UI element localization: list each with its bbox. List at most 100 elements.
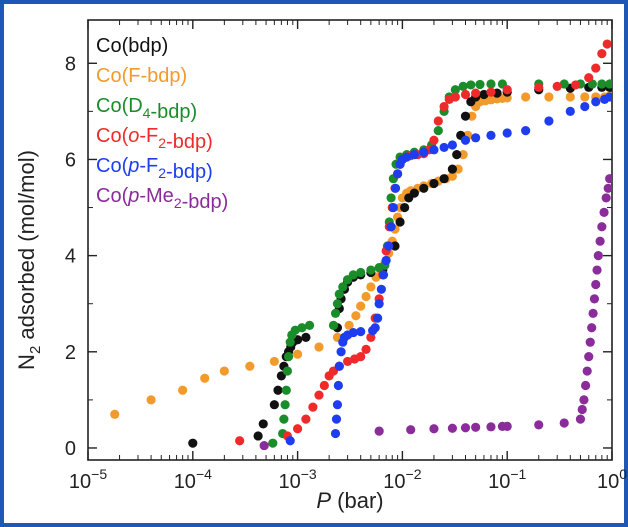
data-point	[597, 49, 607, 59]
data-point	[188, 438, 198, 448]
data-point	[386, 193, 396, 203]
data-point	[406, 425, 416, 435]
data-point	[370, 323, 380, 333]
data-point	[584, 73, 594, 83]
data-point	[447, 423, 458, 433]
data-point	[589, 294, 600, 304]
data-point	[452, 150, 462, 160]
data-point	[393, 169, 403, 179]
data-point	[450, 92, 460, 102]
data-point	[592, 265, 602, 275]
data-point	[602, 39, 612, 49]
data-point	[304, 320, 315, 330]
legend-entry-co-o-f2-bdp: Co(o-F2-bdp)	[96, 125, 213, 153]
data-point	[552, 81, 562, 91]
data-point	[521, 126, 531, 136]
data-point	[471, 88, 481, 98]
data-point	[460, 135, 471, 145]
legend-entry-co-f-bdp: Co(F-bdp)	[96, 65, 187, 87]
data-point	[200, 373, 210, 383]
data-point	[439, 101, 449, 112]
data-point	[332, 400, 343, 410]
data-point	[297, 323, 307, 333]
data-point	[381, 255, 391, 266]
data-point	[447, 171, 458, 181]
data-point	[460, 89, 471, 100]
data-point	[386, 222, 396, 232]
data-point	[471, 422, 481, 432]
data-point	[447, 140, 458, 150]
data-point	[450, 85, 460, 95]
data-point	[585, 337, 595, 347]
data-point	[582, 366, 592, 376]
data-point	[351, 311, 361, 321]
data-point	[402, 152, 412, 162]
data-point	[314, 390, 324, 400]
x-tick-label: 10−1	[488, 466, 526, 493]
y-axis-title: N2 adsorbed (mol/mol)	[14, 150, 44, 370]
data-point	[460, 111, 471, 121]
data-point	[580, 92, 590, 102]
data-point	[603, 183, 612, 193]
data-point	[334, 361, 344, 371]
data-point	[458, 150, 468, 160]
x-tick-label: 100	[597, 466, 627, 493]
series-co-d4-bdp	[268, 79, 612, 448]
data-point	[366, 265, 376, 275]
data-point	[301, 414, 311, 424]
data-point	[486, 87, 496, 97]
series-co-f-bdp	[62, 91, 612, 428]
data-point	[458, 81, 468, 91]
data-point	[479, 89, 489, 100]
data-point	[544, 116, 554, 126]
data-point	[579, 395, 589, 405]
data-point	[269, 400, 279, 410]
series-co-o-f2-bdp	[235, 39, 612, 446]
series-co-bdp	[188, 82, 612, 448]
legend-entry-co-p-me2-bdp: Co(p-Me2-bdp)	[96, 185, 228, 213]
data-point	[269, 356, 279, 367]
data-point	[293, 424, 303, 434]
data-point	[502, 421, 512, 431]
data-point	[319, 380, 329, 391]
series-co-p-f2-bdp	[285, 92, 612, 446]
data-point	[336, 347, 346, 357]
data-point	[361, 291, 371, 302]
data-point	[390, 183, 401, 193]
data-point	[328, 320, 339, 330]
data-point	[580, 101, 590, 112]
data-point	[281, 385, 291, 395]
data-point	[283, 352, 294, 362]
data-point	[301, 332, 311, 342]
data-point	[285, 337, 295, 347]
data-point	[110, 409, 120, 419]
x-axis-title: P (bar)	[316, 488, 383, 513]
data-point	[334, 289, 344, 299]
legend-entry-co-bdp: Co(bdp)	[96, 35, 168, 57]
data-point	[466, 80, 476, 90]
data-point	[366, 282, 376, 292]
data-point	[605, 79, 612, 89]
data-point	[384, 241, 394, 251]
data-point	[258, 419, 268, 429]
data-point	[599, 207, 609, 217]
data-point	[559, 418, 569, 428]
data-point	[279, 414, 289, 424]
data-point	[595, 236, 605, 246]
data-point	[356, 267, 366, 278]
data-point	[62, 419, 71, 428]
data-point	[591, 63, 601, 73]
data-point	[245, 361, 255, 371]
data-point	[429, 178, 439, 189]
data-point	[178, 385, 188, 395]
data-point	[559, 79, 569, 89]
data-point	[565, 106, 575, 116]
data-point	[356, 327, 366, 337]
data-point	[253, 431, 263, 441]
data-point	[285, 436, 295, 446]
data-point	[333, 380, 343, 391]
data-point	[565, 92, 575, 102]
data-point	[475, 79, 485, 90]
x-tick-label: 10−5	[69, 466, 107, 493]
